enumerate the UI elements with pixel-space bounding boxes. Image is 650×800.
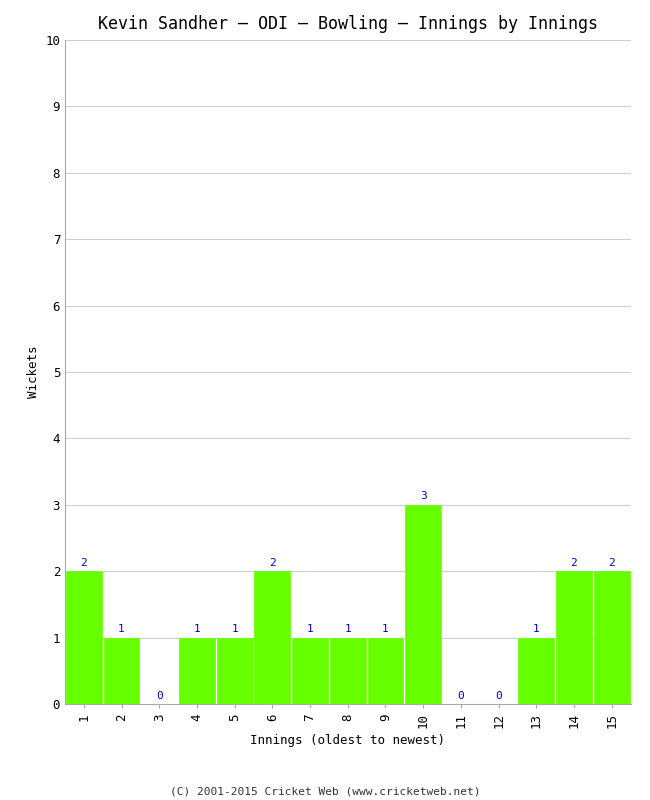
Text: 2: 2: [608, 558, 615, 568]
Text: 1: 1: [533, 624, 540, 634]
Text: 0: 0: [156, 690, 162, 701]
Text: 1: 1: [231, 624, 238, 634]
Y-axis label: Wickets: Wickets: [27, 346, 40, 398]
Bar: [216, 638, 253, 704]
Text: 0: 0: [495, 690, 502, 701]
Bar: [292, 638, 328, 704]
Bar: [405, 505, 441, 704]
Bar: [556, 571, 592, 704]
Bar: [179, 638, 215, 704]
Bar: [330, 638, 366, 704]
Bar: [367, 638, 404, 704]
Text: 1: 1: [382, 624, 389, 634]
Bar: [518, 638, 554, 704]
Bar: [593, 571, 630, 704]
Text: 2: 2: [81, 558, 87, 568]
Bar: [103, 638, 140, 704]
Bar: [254, 571, 291, 704]
Text: 2: 2: [269, 558, 276, 568]
Text: 1: 1: [118, 624, 125, 634]
Title: Kevin Sandher – ODI – Bowling – Innings by Innings: Kevin Sandher – ODI – Bowling – Innings …: [98, 15, 598, 33]
Text: 1: 1: [307, 624, 313, 634]
Bar: [66, 571, 102, 704]
Text: 1: 1: [344, 624, 351, 634]
Text: (C) 2001-2015 Cricket Web (www.cricketweb.net): (C) 2001-2015 Cricket Web (www.cricketwe…: [170, 786, 480, 796]
Text: 3: 3: [420, 491, 426, 502]
X-axis label: Innings (oldest to newest): Innings (oldest to newest): [250, 734, 445, 746]
Text: 1: 1: [194, 624, 200, 634]
Text: 2: 2: [571, 558, 577, 568]
Text: 0: 0: [458, 690, 464, 701]
